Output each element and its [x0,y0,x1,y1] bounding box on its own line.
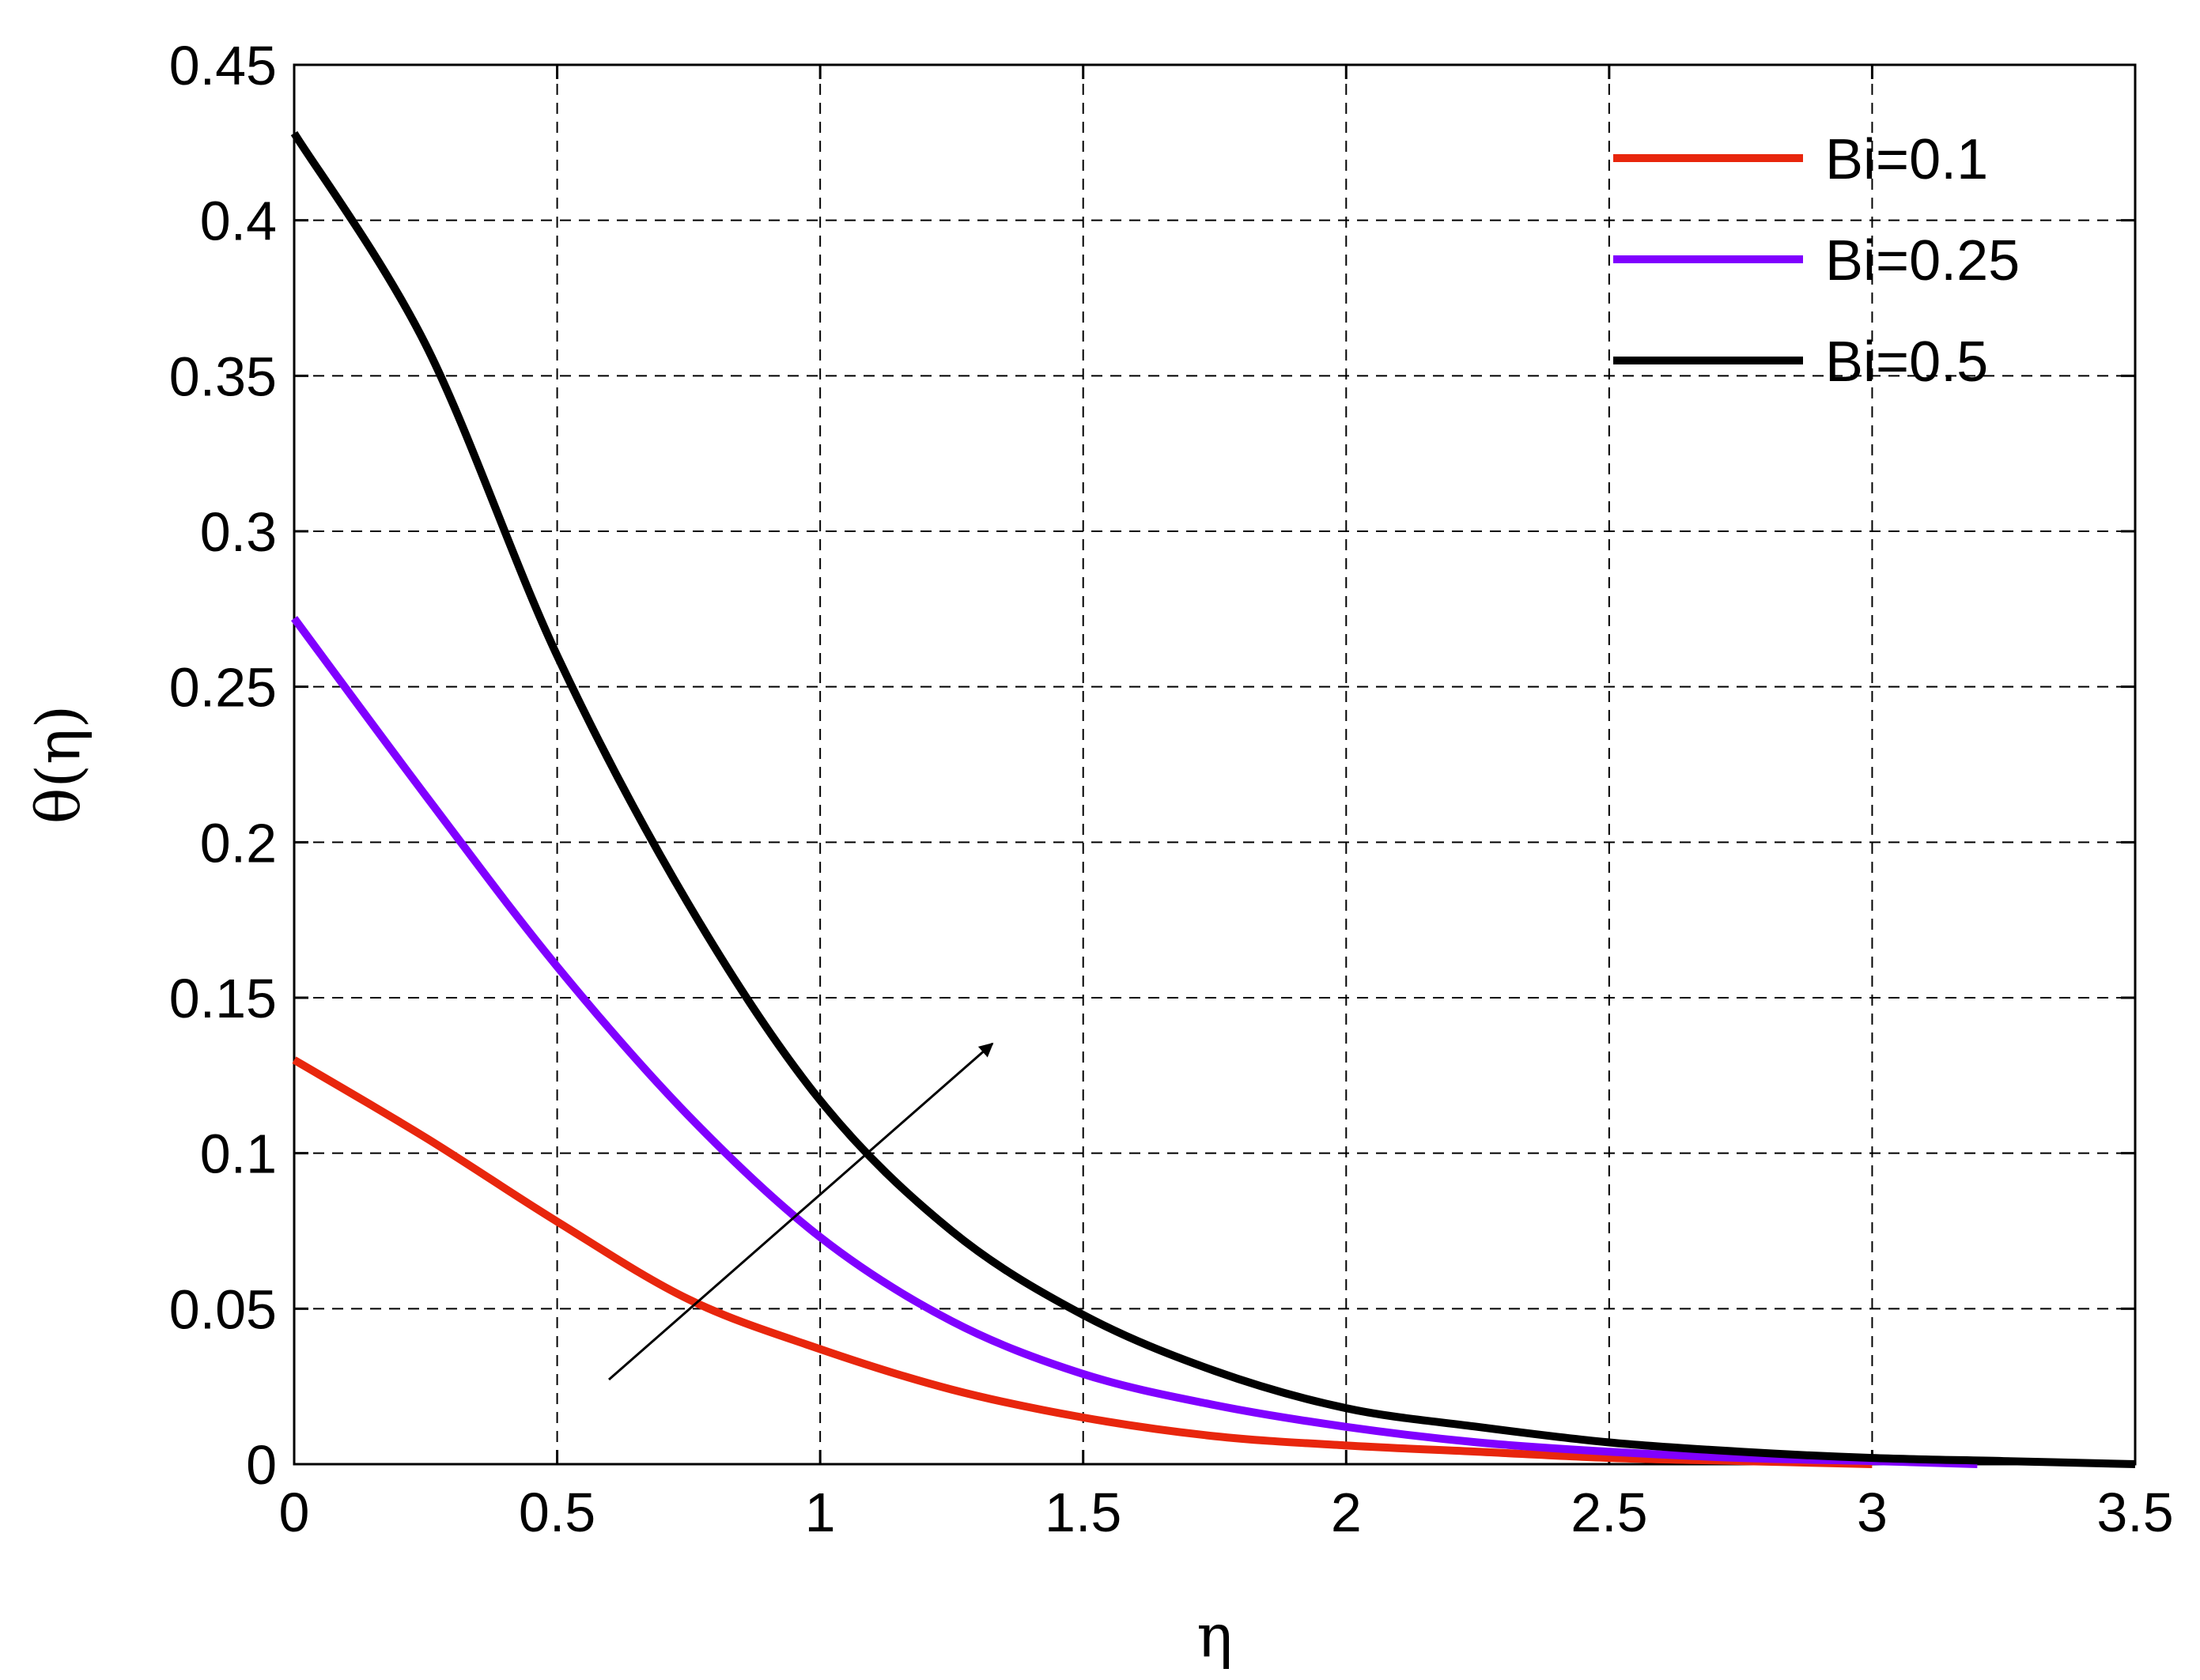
y-axis-label: θ(η) [23,705,93,825]
series-line-3 [290,130,2136,1468]
x-tick-label: 2.5 [1571,1482,1647,1543]
y-tick-label: 0.05 [169,1278,277,1340]
x-tick-label: 3.5 [2096,1482,2173,1543]
y-tick-label: 0.15 [169,968,277,1029]
y-tick-label: 0.2 [200,812,277,874]
series-layer [290,130,2136,1468]
y-tick-label: 0.35 [169,345,277,407]
y-tick-label: 0 [246,1434,277,1496]
x-axis-label: η [1196,1600,1233,1671]
increasing-bi-arrow [608,1042,994,1381]
x-tick-label: 0 [279,1482,310,1543]
x-tick-label: 2 [1331,1482,1362,1543]
grid-lines [294,65,2135,1464]
x-tick-label: 3 [1857,1482,1888,1543]
y-tick-label: 0.25 [169,657,277,719]
series-line-2 [290,616,1978,1468]
series-line-1 [292,1056,1873,1468]
y-tick-label: 0.3 [200,501,277,563]
x-tick-label: 1 [805,1482,836,1543]
legend: Bi=0.1 Bi=0.25 Bi=0.5 [1613,128,2020,394]
x-tick-label: 0.5 [519,1482,595,1543]
x-tick-label: 1.5 [1045,1482,1121,1543]
y-tick-label: 0.1 [200,1123,277,1185]
plot-area [293,63,2137,1466]
y-tick-label: 0.45 [169,35,277,96]
legend-label-3: Bi=0.5 [1825,330,1988,394]
y-tick-label: 0.4 [200,191,277,252]
x-axis-ticks: 0 0.5 1 1.5 2 2.5 3 3.5 [279,65,2174,1543]
legend-label-2: Bi=0.25 [1825,229,2020,293]
y-axis-ticks: 0 0.05 0.1 0.15 0.2 0.25 0.3 0.35 0.4 0.45 [169,35,2135,1496]
legend-label-1: Bi=0.1 [1825,128,1988,191]
